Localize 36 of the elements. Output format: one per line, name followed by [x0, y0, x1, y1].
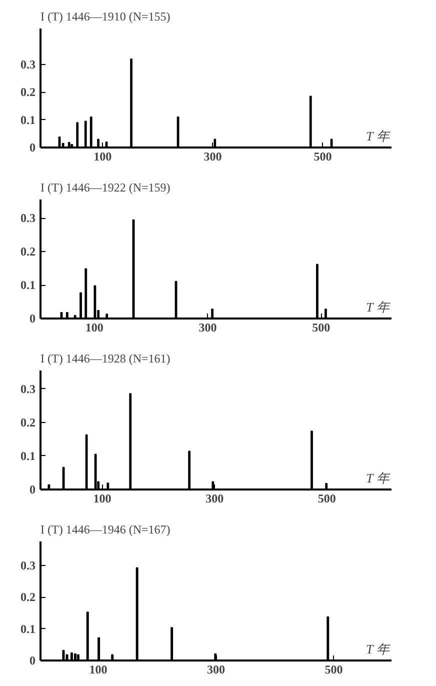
x-tick-label: 100 — [89, 662, 108, 676]
x-tick-label: 300 — [207, 662, 225, 676]
y-tick-label: 0.3 — [20, 211, 36, 226]
y-tick-label: 0.3 — [20, 57, 36, 72]
x-tick-label: 100 — [93, 492, 112, 506]
y-tick-label: 0 — [30, 482, 36, 496]
x-axis-title: T 年 — [366, 470, 390, 486]
y-tick-label: 0.1 — [20, 112, 36, 127]
x-axis-title: T 年 — [366, 642, 390, 656]
x-tick-label: 500 — [318, 492, 336, 506]
x-axis-title: T 年 — [366, 300, 390, 314]
y-tick-label: 0.2 — [20, 85, 36, 100]
y-tick-label: 0.2 — [20, 590, 36, 604]
x-tick-label: 500 — [314, 150, 332, 164]
y-tick-label: 0.2 — [20, 415, 36, 430]
x-tick-label: 300 — [206, 492, 224, 506]
y-tick-label: 0 — [30, 654, 36, 668]
x-tick-label: 500 — [312, 320, 330, 334]
x-tick-label: 100 — [94, 150, 112, 164]
y-tick-label: 0.3 — [20, 558, 36, 573]
chart-title: I (T) 1446—1910 (N=155) — [40, 10, 170, 24]
y-tick-label: 0 — [30, 312, 36, 326]
y-tick-label: 0.3 — [20, 382, 36, 396]
x-tick-label: 500 — [324, 662, 343, 676]
x-axis-title: T 年 — [366, 128, 390, 144]
y-tick-label: 0.1 — [20, 622, 36, 636]
y-tick-label: 0.1 — [20, 448, 36, 463]
chart-title: I (T) 1446—1946 (N=167) — [40, 522, 170, 536]
chart-title: I (T) 1446—1922 (N=159) — [40, 180, 170, 194]
x-tick-label: 100 — [85, 320, 104, 334]
y-tick-label: 0.1 — [20, 278, 36, 292]
chart-title: I (T) 1446—1928 (N=161) — [40, 352, 170, 366]
y-tick-label: 0 — [30, 140, 36, 154]
x-tick-label: 300 — [198, 320, 217, 334]
x-tick-label: 300 — [204, 150, 222, 164]
y-tick-label: 0.2 — [20, 244, 36, 259]
